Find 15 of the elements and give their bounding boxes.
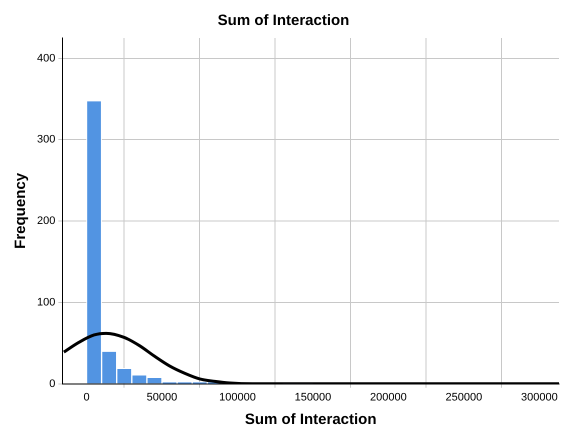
y-tick-label: 100 [36,296,56,308]
x-tick-label: 150000 [294,391,332,404]
x-axis-title: Sum of Interaction [244,411,377,428]
y-axis-title: Frequency [12,172,30,249]
x-tick-label: 200000 [370,391,407,404]
chart-title: Sum of Interaction [218,12,350,30]
x-tick-label: 100000 [219,391,256,404]
x-tick-label: 250000 [446,391,482,404]
y-tick-label: 0 [49,378,56,390]
y-tick-label: 200 [36,215,56,228]
x-tick-label: 300000 [521,391,558,404]
x-tick-label: 50000 [146,391,178,404]
y-tick-label: 400 [36,52,56,64]
x-tick-label: 0 [83,391,90,404]
y-tick-label: 300 [36,134,56,146]
